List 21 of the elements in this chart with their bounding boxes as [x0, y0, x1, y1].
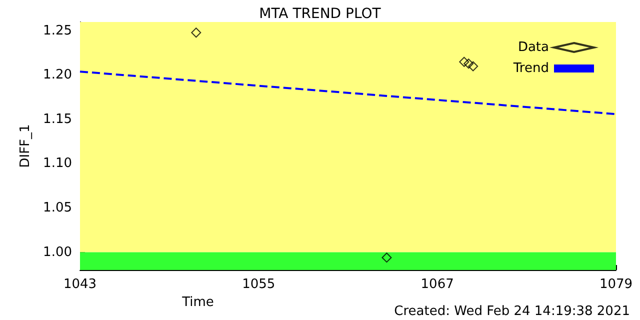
y-axis-title: DIFF_1	[18, 124, 34, 168]
y-tick-label: 1.05	[43, 200, 72, 216]
point	[191, 28, 202, 38]
text: Created: Wed Feb 24 14:19:38 2021	[394, 304, 630, 319]
point	[468, 61, 478, 72]
x-tick-label: 1055	[242, 277, 276, 292]
point	[382, 252, 392, 263]
legend-label: Trend	[512, 61, 549, 76]
point	[459, 56, 470, 67]
y-tick-label: 1.15	[43, 112, 72, 127]
point	[464, 58, 474, 69]
legend-label: Data	[518, 40, 549, 55]
x-axis-title: Time	[181, 294, 214, 310]
x-tick-label: 1067	[420, 277, 454, 292]
y-tick-label: 1.20	[43, 68, 72, 83]
y-tick-label: 1.00	[43, 244, 72, 260]
x-tick-label: 1043	[63, 277, 97, 292]
y-tick-label: 1.25	[43, 23, 72, 38]
chart-title: MTA TREND PLOT	[259, 6, 382, 22]
x-tick-label: 1079	[599, 277, 633, 292]
y-tick-label: 1.10	[43, 156, 72, 172]
